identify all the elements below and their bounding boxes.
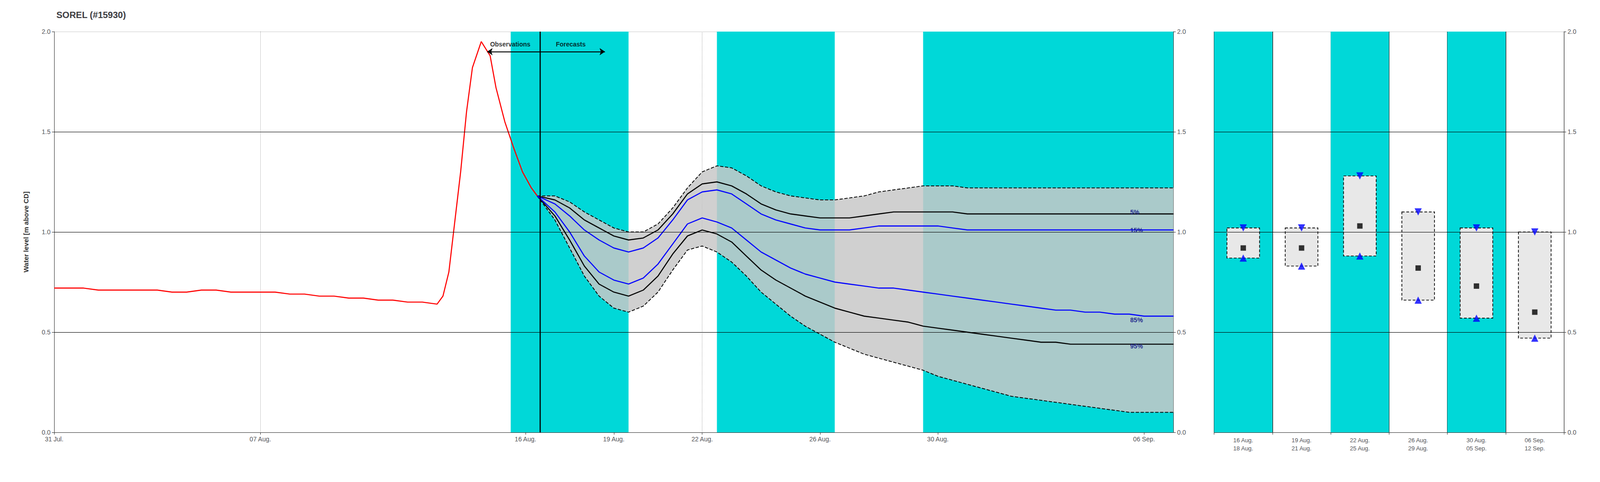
- svg-text:26 Aug.: 26 Aug.: [1408, 436, 1429, 444]
- svg-text:06 Sep.: 06 Sep.: [1133, 435, 1155, 443]
- svg-text:16 Aug.: 16 Aug.: [514, 435, 537, 443]
- svg-text:22 Aug.: 22 Aug.: [1350, 436, 1370, 444]
- svg-text:0.5: 0.5: [41, 328, 51, 336]
- svg-text:1.5: 1.5: [1567, 128, 1577, 136]
- svg-text:1.5: 1.5: [1177, 128, 1187, 136]
- svg-text:0.0: 0.0: [1567, 428, 1577, 436]
- svg-text:1.0: 1.0: [1567, 228, 1577, 236]
- svg-text:1.0: 1.0: [1177, 228, 1187, 236]
- svg-text:19 Aug.: 19 Aug.: [603, 435, 625, 443]
- svg-text:30 Aug.: 30 Aug.: [1466, 436, 1487, 444]
- svg-text:15%: 15%: [1130, 226, 1144, 234]
- svg-text:0.5: 0.5: [1177, 328, 1187, 336]
- svg-text:29 Aug.: 29 Aug.: [1408, 444, 1429, 452]
- svg-text:2.0: 2.0: [41, 27, 51, 36]
- svg-text:Observations: Observations: [489, 40, 531, 48]
- svg-text:5%: 5%: [1130, 208, 1140, 216]
- svg-text:85%: 85%: [1130, 316, 1144, 324]
- svg-text:18 Aug.: 18 Aug.: [1233, 444, 1254, 452]
- svg-text:1.5: 1.5: [41, 128, 51, 136]
- svg-text:19 Aug.: 19 Aug.: [1291, 436, 1312, 444]
- svg-text:16 Aug.: 16 Aug.: [1233, 436, 1254, 444]
- svg-text:26 Aug.: 26 Aug.: [809, 435, 831, 443]
- svg-text:95%: 95%: [1130, 342, 1144, 350]
- svg-text:Water level [m above CD]: Water level [m above CD]: [22, 191, 30, 273]
- svg-text:22 Aug.: 22 Aug.: [691, 435, 714, 443]
- svg-text:30 Aug.: 30 Aug.: [926, 435, 949, 443]
- svg-text:06 Sep.: 06 Sep.: [1524, 436, 1545, 444]
- svg-text:12 Sep.: 12 Sep.: [1524, 444, 1545, 452]
- svg-text:0.0: 0.0: [41, 428, 51, 436]
- svg-text:0.0: 0.0: [1177, 428, 1187, 436]
- svg-text:0.5: 0.5: [1567, 328, 1577, 336]
- svg-text:05 Sep.: 05 Sep.: [1466, 444, 1487, 452]
- svg-text:25 Aug.: 25 Aug.: [1350, 444, 1370, 452]
- svg-text:Forecasts: Forecasts: [555, 40, 586, 48]
- svg-text:1.0: 1.0: [41, 228, 51, 236]
- svg-text:2.0: 2.0: [1177, 27, 1187, 36]
- svg-text:2.0: 2.0: [1567, 27, 1577, 36]
- svg-text:07 Aug.: 07 Aug.: [249, 435, 272, 443]
- svg-text:21 Aug.: 21 Aug.: [1291, 444, 1312, 452]
- svg-text:31 Jul.: 31 Jul.: [44, 435, 64, 443]
- svg-text:SOREL (#15930): SOREL (#15930): [56, 9, 126, 20]
